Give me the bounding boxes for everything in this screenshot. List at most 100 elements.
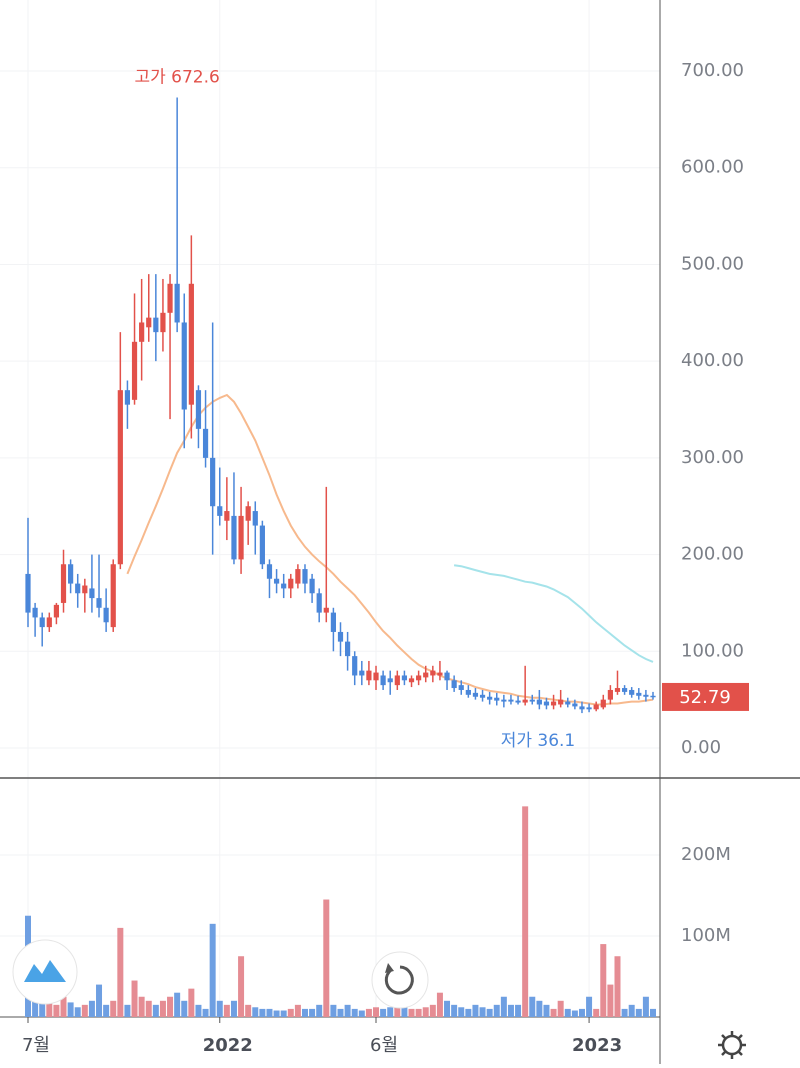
candle-body xyxy=(423,672,429,678)
volume-bar xyxy=(586,996,593,1017)
volume-bar xyxy=(451,1004,458,1017)
volume-bar xyxy=(607,984,614,1017)
candle-body xyxy=(543,701,550,706)
volume-bar xyxy=(238,956,245,1017)
candle-body xyxy=(451,680,457,689)
candle-body xyxy=(103,607,109,623)
volume-bar xyxy=(138,996,145,1017)
volume-bar xyxy=(536,1000,543,1017)
volume-bar xyxy=(252,1007,259,1017)
candle-body xyxy=(316,593,322,613)
y-tick-label: 0.00 xyxy=(681,737,721,758)
volume-bar xyxy=(309,1008,316,1017)
volume-bar xyxy=(330,1004,337,1017)
volume-bar xyxy=(650,1008,656,1017)
candle-body xyxy=(323,607,329,613)
candle-body xyxy=(572,703,578,707)
volume-bar xyxy=(74,1007,81,1017)
volume-bar xyxy=(571,1010,578,1017)
candle-body xyxy=(487,696,493,700)
x-tick-label: 2022 xyxy=(203,1035,253,1056)
candle-body xyxy=(238,515,244,560)
volume-bar xyxy=(259,1008,266,1017)
candle-body xyxy=(75,583,81,594)
volume-bar xyxy=(436,992,443,1017)
mountain-icon xyxy=(24,960,66,982)
volume-bar xyxy=(96,984,103,1017)
candle-body xyxy=(288,578,294,589)
candle-body xyxy=(266,564,273,579)
volume-bar xyxy=(529,996,536,1017)
candle-body xyxy=(629,689,635,695)
candle-body xyxy=(110,564,116,628)
volume-bar xyxy=(301,1008,308,1017)
candle-body xyxy=(181,322,187,410)
volume-bar xyxy=(358,1010,365,1017)
candle-body xyxy=(515,700,521,703)
candle-body xyxy=(586,707,592,710)
settings-button[interactable] xyxy=(718,1031,746,1059)
candle-body xyxy=(60,564,67,603)
volume-bar xyxy=(351,1008,358,1017)
volume-bar xyxy=(124,1004,131,1017)
button-bg[interactable] xyxy=(371,951,429,1009)
candle-body xyxy=(309,578,315,594)
volume-bar xyxy=(181,1000,188,1017)
candle-body xyxy=(614,688,621,692)
y-tick-label: 100M xyxy=(681,925,731,946)
volume-bar xyxy=(408,1008,415,1017)
candle-body xyxy=(600,699,606,708)
volume-bar xyxy=(600,944,607,1017)
candle-body xyxy=(39,617,45,628)
volume-bar xyxy=(67,1002,74,1017)
candle-body xyxy=(337,631,344,642)
y-tick-label: 600.00 xyxy=(681,157,744,178)
candle-body xyxy=(259,525,265,565)
candle-body xyxy=(82,585,88,594)
candle-body xyxy=(245,506,251,521)
candle-body xyxy=(153,317,159,333)
candle-body xyxy=(607,689,613,700)
candle-body xyxy=(444,672,450,681)
candle-body xyxy=(195,390,202,429)
candle-body xyxy=(210,457,216,507)
reset-icon xyxy=(384,965,414,995)
candle-body xyxy=(330,612,336,632)
volume-bar xyxy=(486,1008,493,1017)
candle-body xyxy=(501,699,507,702)
volume-bar xyxy=(522,806,529,1017)
volume-bar xyxy=(188,988,195,1017)
volume-bar xyxy=(280,1010,287,1017)
volume-bar xyxy=(167,996,174,1017)
volume-bar xyxy=(550,1008,557,1017)
candle-body xyxy=(465,689,471,695)
volume-button[interactable] xyxy=(12,939,78,1005)
volume-bar xyxy=(593,1008,600,1017)
candle-body xyxy=(281,583,287,589)
volume-bar xyxy=(46,1000,53,1017)
volume-bar xyxy=(117,927,124,1017)
candle-body xyxy=(202,428,209,458)
volume-bar xyxy=(344,1004,351,1017)
candle-body xyxy=(89,588,95,599)
reset-button[interactable] xyxy=(371,951,429,1009)
volume-bar xyxy=(458,1007,465,1017)
candle-body xyxy=(224,511,230,521)
candle-body xyxy=(68,564,74,584)
volume-bar xyxy=(159,1000,166,1017)
volume-bar xyxy=(223,1004,230,1017)
x-tick-label: 2023 xyxy=(572,1035,622,1056)
candle-body xyxy=(621,688,628,692)
candle-body xyxy=(479,694,486,698)
high-annotation: 고가 672.6 xyxy=(134,68,219,88)
moving-average xyxy=(453,564,654,663)
volume-bar xyxy=(635,1008,642,1017)
candle-body xyxy=(160,312,166,333)
candle-body xyxy=(302,569,308,584)
candle-body xyxy=(394,675,400,686)
volume-bar xyxy=(365,1008,372,1017)
volume-bar xyxy=(216,1000,223,1017)
volume-bar xyxy=(230,1000,237,1017)
volume-bar xyxy=(557,1000,564,1017)
